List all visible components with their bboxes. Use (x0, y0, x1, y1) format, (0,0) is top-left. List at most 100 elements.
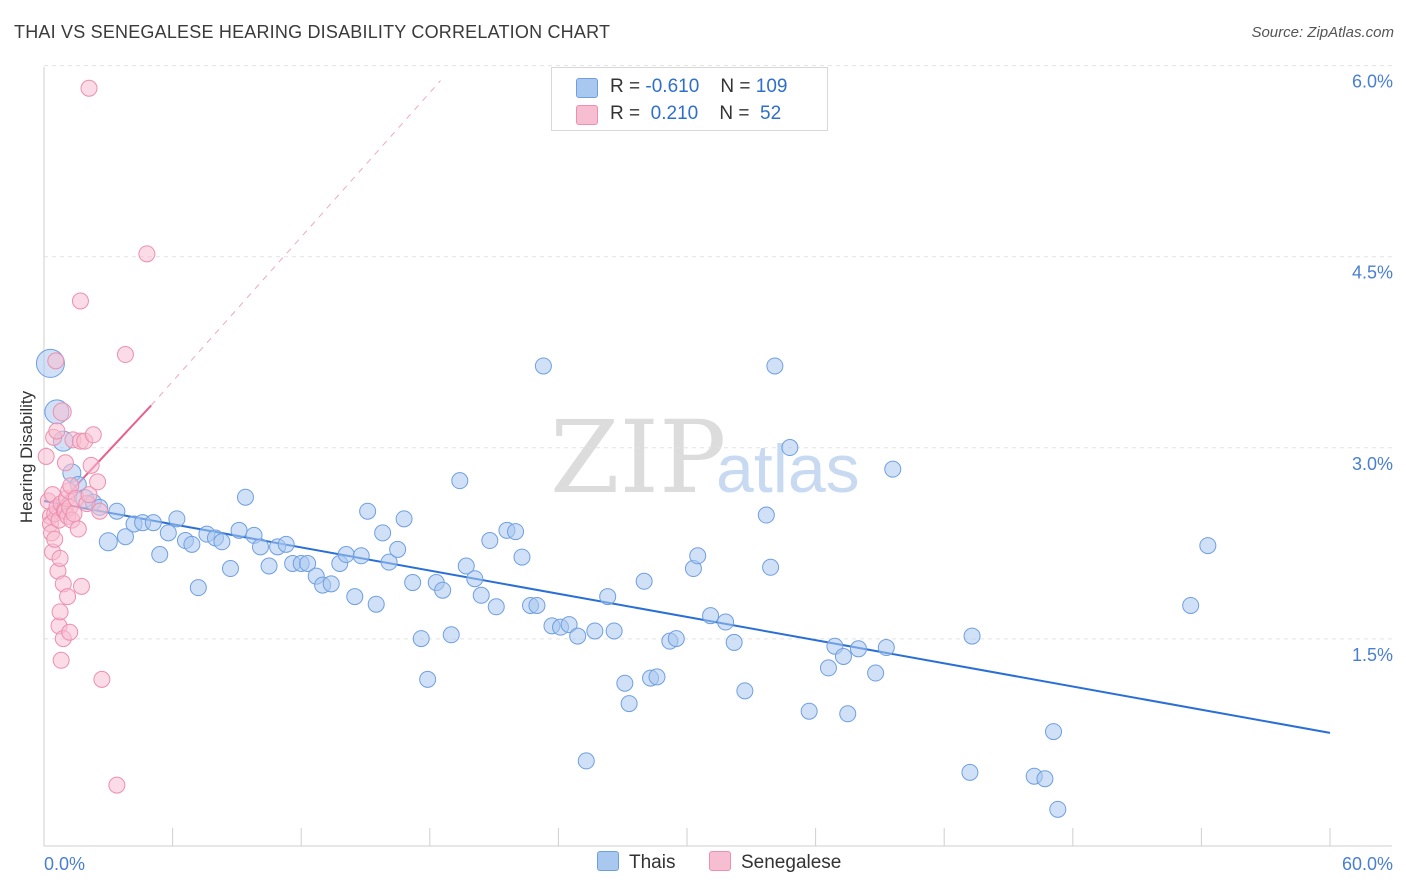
point-thais (648, 668, 666, 686)
y-tick-label: 3.0% (1352, 454, 1393, 474)
point-thais (717, 613, 735, 631)
point-thais (781, 439, 799, 457)
point-senegalese (65, 505, 83, 523)
point-thais (577, 752, 595, 770)
point-thais (963, 627, 981, 645)
point-thais (337, 546, 355, 564)
point-thais (108, 502, 126, 520)
legend-swatch-thais (576, 78, 598, 98)
point-senegalese (82, 456, 100, 474)
point-thais (466, 570, 484, 588)
point-thais (513, 548, 531, 566)
legend-n-value: 109 (755, 76, 788, 97)
point-senegalese (89, 473, 107, 491)
point-senegalese (108, 776, 126, 794)
bottom-legend-swatch-senegalese (709, 851, 731, 871)
point-senegalese (84, 426, 102, 444)
point-thais (702, 607, 720, 625)
trend-line-senegalese-extension (150, 80, 441, 406)
point-thais (359, 502, 377, 520)
legend-r-value: 0.210 (645, 103, 699, 124)
point-thais (757, 506, 775, 524)
point-thais (151, 546, 169, 564)
point-thais (487, 598, 505, 616)
point-senegalese (48, 422, 66, 440)
point-senegalese (73, 577, 91, 595)
point-thais (189, 579, 207, 597)
point-senegalese (59, 588, 77, 606)
source-label: Source: ZipAtlas.com (1251, 24, 1394, 41)
point-thais (961, 763, 979, 781)
point-thais (412, 630, 430, 648)
watermark: ZIP atlas (550, 399, 860, 516)
point-thais (442, 626, 460, 644)
point-thais (380, 553, 398, 571)
point-senegalese (51, 549, 69, 567)
point-thais (221, 560, 239, 578)
point-thais (352, 547, 370, 565)
point-thais (395, 510, 413, 528)
point-thais (689, 547, 707, 565)
bottom-legend-swatch-thais (597, 851, 619, 871)
point-thais (116, 528, 134, 546)
point-thais (586, 622, 604, 640)
point-thais (834, 647, 852, 665)
point-thais (236, 488, 254, 506)
y-tick-label: 1.5% (1352, 645, 1393, 665)
point-thais (635, 572, 653, 590)
point-thais (277, 535, 295, 553)
legend-r-label: R = (610, 103, 641, 124)
point-thais (260, 557, 278, 575)
point-senegalese (91, 502, 109, 520)
x-tick-label: 0.0% (44, 854, 85, 874)
watermark-zip: ZIP (550, 399, 726, 516)
point-thais (481, 532, 499, 550)
point-thais (1045, 723, 1063, 741)
point-senegalese (46, 530, 64, 548)
point-thais (819, 659, 837, 677)
point-thais (472, 586, 490, 604)
point-thais (507, 523, 525, 541)
point-thais (457, 557, 475, 575)
y-tick-label: 6.0% (1352, 72, 1393, 92)
point-thais (1199, 537, 1217, 555)
legend-n-label: N = (720, 76, 751, 97)
point-thais (849, 640, 867, 658)
point-thais (599, 588, 617, 606)
point-senegalese (69, 520, 87, 538)
point-thais (620, 695, 638, 713)
point-thais (884, 460, 902, 478)
series-thais (35, 348, 1217, 818)
series-senegalese (37, 79, 156, 794)
point-senegalese (80, 79, 98, 97)
point-thais (762, 558, 780, 576)
point-thais (877, 639, 895, 657)
point-thais (451, 472, 469, 490)
point-thais (736, 682, 754, 700)
point-thais (605, 622, 623, 640)
point-thais (667, 630, 685, 648)
point-thais (322, 575, 340, 593)
point-senegalese (52, 651, 70, 669)
point-thais (1182, 596, 1200, 614)
point-thais (367, 595, 385, 613)
legend-swatch-senegalese (576, 105, 598, 125)
data-points (35, 79, 1217, 818)
point-thais (98, 532, 118, 552)
point-thais (616, 674, 634, 692)
point-thais (213, 533, 231, 551)
point-thais (839, 705, 857, 723)
tick-labels: 1.5% 3.0% 4.5% 6.0% 0.0% 60.0% (44, 72, 1393, 874)
legend: R = -0.610 N = 109 R = 0.210 N = 52 (551, 67, 828, 131)
point-senegalese (93, 670, 111, 688)
legend-n-label: N = (719, 103, 750, 124)
bottom-legend-senegalese: Senegalese (709, 851, 841, 874)
point-thais (299, 554, 317, 572)
point-thais (725, 633, 743, 651)
point-thais (560, 616, 578, 634)
point-thais (251, 538, 269, 556)
bottom-legend-label-senegalese: Senegalese (741, 852, 842, 873)
legend-r-label: R = (610, 76, 641, 97)
chart-title: THAI VS SENEGALESE HEARING DISABILITY CO… (14, 22, 611, 42)
